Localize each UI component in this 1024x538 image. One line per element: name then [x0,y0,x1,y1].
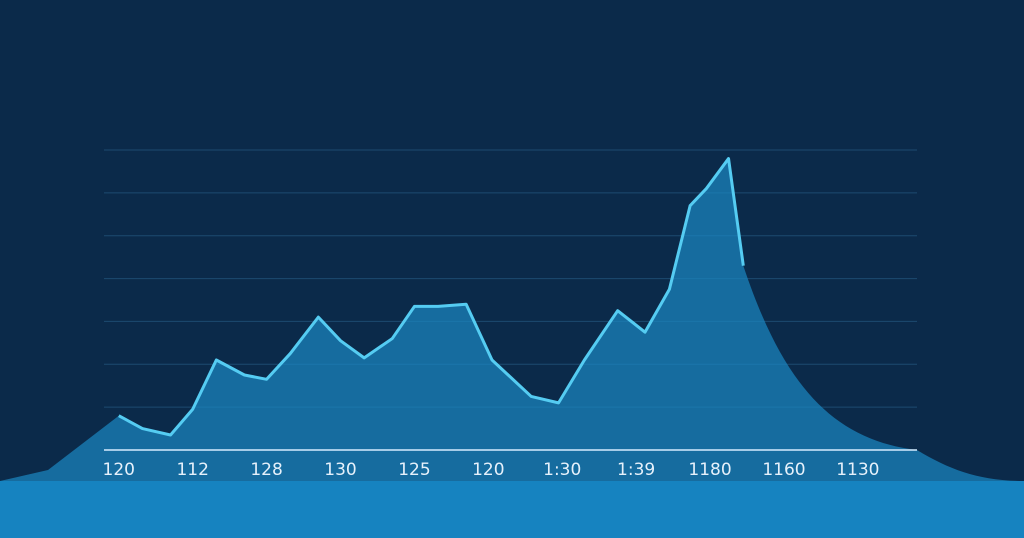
data-point-19 [616,309,620,313]
x-tick-label-6: 1:30 [543,460,581,480]
x-tick-label-9: 1160 [762,460,805,480]
data-point-2 [169,433,173,437]
x-tick-label-0: 120 [103,460,135,480]
x-tick-label-5: 120 [472,460,504,480]
data-point-14 [464,302,468,306]
x-tick-label-1: 112 [176,460,208,480]
data-point-10 [362,356,366,360]
data-point-22 [688,204,692,208]
data-point-21 [667,287,671,291]
x-tick-label-7: 1:39 [617,460,655,480]
data-point-25 [741,264,745,268]
data-point-18 [582,358,586,362]
x-axis-tick-labels: 120 112 128 130 125 120 1:30 1:39 1180 1160 1130 [103,460,880,480]
data-point-17 [557,401,561,405]
data-point-12 [412,304,416,308]
data-point-6 [265,377,269,381]
data-point-13 [436,304,440,308]
data-point-16 [529,394,533,398]
data-point-5 [242,373,246,377]
x-tick-label-8: 1180 [688,460,731,480]
data-point-15 [490,358,494,362]
data-point-7 [288,352,292,356]
data-point-1 [140,427,144,431]
data-point-24 [727,157,731,161]
data-point-4 [214,358,218,362]
x-tick-label-10: 1130 [836,460,879,480]
data-point-9 [339,339,343,343]
data-point-8 [316,315,320,319]
data-point-3 [191,407,195,411]
data-point-11 [390,337,394,341]
x-tick-label-4: 125 [398,460,430,480]
series-line [118,157,745,437]
x-tick-label-3: 130 [324,460,356,480]
x-tick-label-2: 128 [250,460,282,480]
data-point-0 [117,414,121,418]
data-point-20 [643,330,647,334]
data-point-23 [704,187,708,191]
series-area [0,158,1024,538]
